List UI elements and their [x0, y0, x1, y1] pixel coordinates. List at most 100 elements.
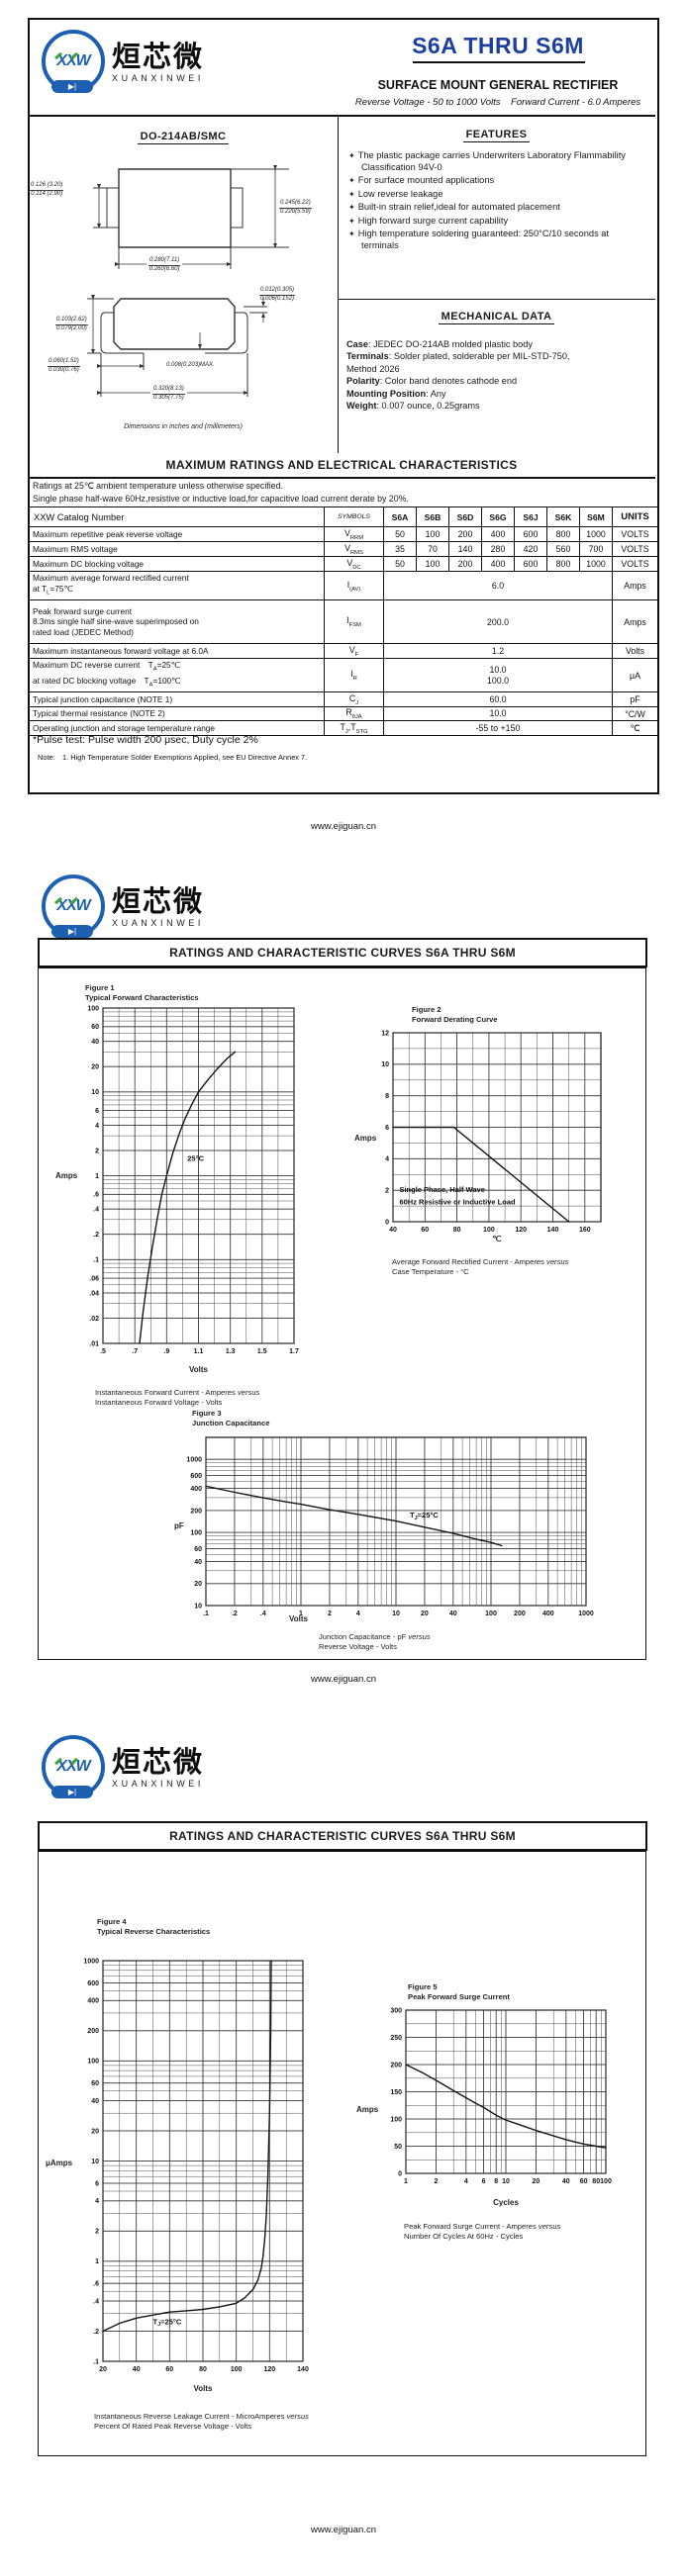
mechanical-heading: MECHANICAL DATA	[338, 311, 655, 324]
footer-url: www.ejiguan.cn	[310, 1674, 376, 1685]
svg-text:200: 200	[390, 2062, 402, 2069]
svg-text:6: 6	[95, 2180, 99, 2187]
svg-text:600: 600	[190, 1473, 202, 1480]
svg-text:120: 120	[515, 1227, 527, 1234]
svg-text:400: 400	[87, 1998, 99, 2005]
package-outline-drawing	[30, 165, 337, 453]
svg-text:0: 0	[398, 2170, 402, 2177]
package-heading: DO-214AB/SMC	[30, 131, 337, 144]
ratings-condition-line: Ratings at 25℃ ambient temperature unles…	[33, 481, 283, 491]
svg-text:100: 100	[231, 2366, 243, 2373]
svg-text:140: 140	[547, 1227, 559, 1234]
svg-text:100: 100	[87, 1005, 99, 1012]
logo-mark-icon: XXW ▶|	[42, 30, 105, 93]
page2-figures-frame	[38, 967, 646, 1660]
svg-text:100: 100	[483, 1227, 495, 1234]
svg-text:4: 4	[95, 1123, 99, 1130]
svg-text:2: 2	[385, 1188, 389, 1195]
svg-text:.1: .1	[93, 2358, 99, 2365]
footnote: Note: 1. High Temperature Solder Exempti…	[38, 753, 308, 762]
svg-text:40: 40	[562, 2178, 570, 2185]
svg-text:400: 400	[190, 1486, 202, 1493]
svg-text:TJ=25°C: TJ=25°C	[410, 1511, 439, 1521]
figure2-xlabel: ℃	[492, 1235, 502, 1243]
fig1-plot: .5 .7 .9 1.1 1.3 1.5 1.7 100 60 40 20 10 6 4 2 1 .6 .4 .2.…	[87, 1005, 299, 1355]
feature-item: ✦ Low reverse leakage	[348, 188, 443, 199]
table-row: Maximum repetitive peak reverse voltage V…	[29, 526, 658, 542]
svg-text:100: 100	[485, 1610, 497, 1617]
svg-text:10: 10	[91, 1089, 99, 1096]
features-list: ✦ The plastic package carries Underwriter…	[348, 150, 647, 253]
svg-text:80: 80	[453, 1227, 461, 1234]
svg-text:60: 60	[165, 2366, 173, 2373]
svg-text:4: 4	[464, 2178, 468, 2185]
dim-lead-thickness: 0.012(0.305) 0.006(0.152)	[259, 287, 296, 302]
svg-text:6: 6	[95, 1108, 99, 1115]
page3-banner: RATINGS AND CHARACTERISTIC CURVES S6A TH…	[38, 1821, 647, 1851]
svg-text:4: 4	[356, 1610, 360, 1617]
diode-symbol-icon: ▶|	[51, 80, 93, 93]
dim-standoff: 0.008(0.203)MAX.	[166, 362, 215, 368]
rating-value: 10.0 100.0	[383, 658, 613, 693]
svg-text:40: 40	[133, 2366, 141, 2373]
svg-text:40: 40	[91, 2098, 99, 2105]
rating-value: 200.0	[383, 599, 613, 645]
features-mech-divider	[338, 299, 655, 300]
svg-text:80: 80	[199, 2366, 207, 2373]
col-header-units: UNITS	[612, 506, 658, 527]
svg-text:1.3: 1.3	[226, 1348, 236, 1355]
svg-text:.4: .4	[260, 1610, 266, 1617]
svg-text:20: 20	[194, 1581, 202, 1588]
table-row: Peak forward surge current 8.3ms single h…	[29, 599, 658, 645]
rating-label: Peak forward surge current 8.3ms single h…	[29, 599, 325, 645]
figure1-caption: Instantaneous Forward Current - Amperes …	[95, 1388, 260, 1407]
rating-symbol: I(AV)	[324, 570, 384, 601]
page-title: S6A THRU S6M	[412, 33, 584, 58]
table-row: Typical thermal resistance (NOTE 2) RθJA 1…	[29, 706, 658, 722]
svg-text:.01: .01	[89, 1340, 99, 1347]
svg-text:100: 100	[87, 2059, 99, 2066]
rating-symbol: IR	[324, 658, 384, 693]
ratings-banner: MAXIMUM RATINGS AND ELECTRICAL CHARACTER…	[28, 453, 655, 479]
logo-english: XUANXINWEI	[112, 917, 205, 928]
svg-text:1.1: 1.1	[194, 1348, 204, 1355]
dim-terminal-width: 0.060(1.52) 0.030(0.76)	[48, 358, 80, 373]
rating-label: Maximum average forward rectified curren…	[29, 570, 325, 601]
features-heading: FEATURES	[338, 129, 655, 142]
mechanical-line: Method 2026	[346, 363, 400, 374]
figure1-ylabel: Amps	[55, 1171, 78, 1180]
svg-text:2: 2	[95, 1148, 99, 1154]
svg-text:100: 100	[600, 2178, 612, 2185]
mechanical-data-list: Case: JEDEC DO-214AB molded plastic body…	[346, 338, 651, 412]
table-row: Operating junction and storage temperatu…	[29, 720, 658, 737]
svg-text:.4: .4	[93, 2298, 99, 2305]
svg-text:60: 60	[580, 2178, 588, 2185]
svg-text:1: 1	[95, 2258, 99, 2265]
logo-chinese: 烜芯微	[112, 39, 205, 73]
figure4-title: Figure 4 Typical Reverse Characteristics	[97, 1917, 211, 1936]
rating-value: 1.2	[383, 643, 613, 660]
svg-text:8: 8	[385, 1093, 389, 1100]
figure2-caption: Average Forward Rectified Current - Ampe…	[392, 1257, 569, 1276]
table-row: Maximum DC reverse current TA=25℃ at rate…	[29, 658, 658, 693]
fig4-plot: 20 40 60 80 100 120 140 1000 600 400 200 100 60 40 20 1…	[83, 1958, 309, 2373]
figure3-caption: Junction Capacitance - pF versus Reverse …	[319, 1632, 431, 1651]
company-logo: XXW ▶| 烜芯微 XUANXINWEI	[42, 30, 204, 93]
mechanical-line: Terminals: Solder plated, solderable per…	[346, 351, 570, 362]
svg-text:120: 120	[263, 2366, 275, 2373]
feature-item: ✦ The plastic package carries Underwriter…	[348, 150, 626, 172]
svg-text:40: 40	[389, 1227, 397, 1234]
figure4-xlabel: Volts	[193, 2384, 213, 2393]
svg-text:.1: .1	[93, 1257, 99, 1264]
rating-symbol: IFSM	[324, 599, 384, 645]
logo-text: 烜芯微 XUANXINWEI	[112, 41, 204, 83]
ratings-condition-line: Single phase half-wave 60Hz,resistive or…	[33, 494, 409, 504]
figure2-ylabel: Amps	[354, 1134, 377, 1143]
svg-text:.9: .9	[163, 1348, 169, 1355]
svg-text:1.7: 1.7	[289, 1348, 299, 1355]
svg-text:60: 60	[421, 1227, 429, 1234]
svg-text:10: 10	[381, 1061, 389, 1068]
svg-text:8: 8	[494, 2178, 498, 2185]
company-logo: XXW ▶| 烜芯微 XUANXINWEI	[42, 1735, 204, 1798]
svg-text:2: 2	[434, 2178, 438, 2185]
